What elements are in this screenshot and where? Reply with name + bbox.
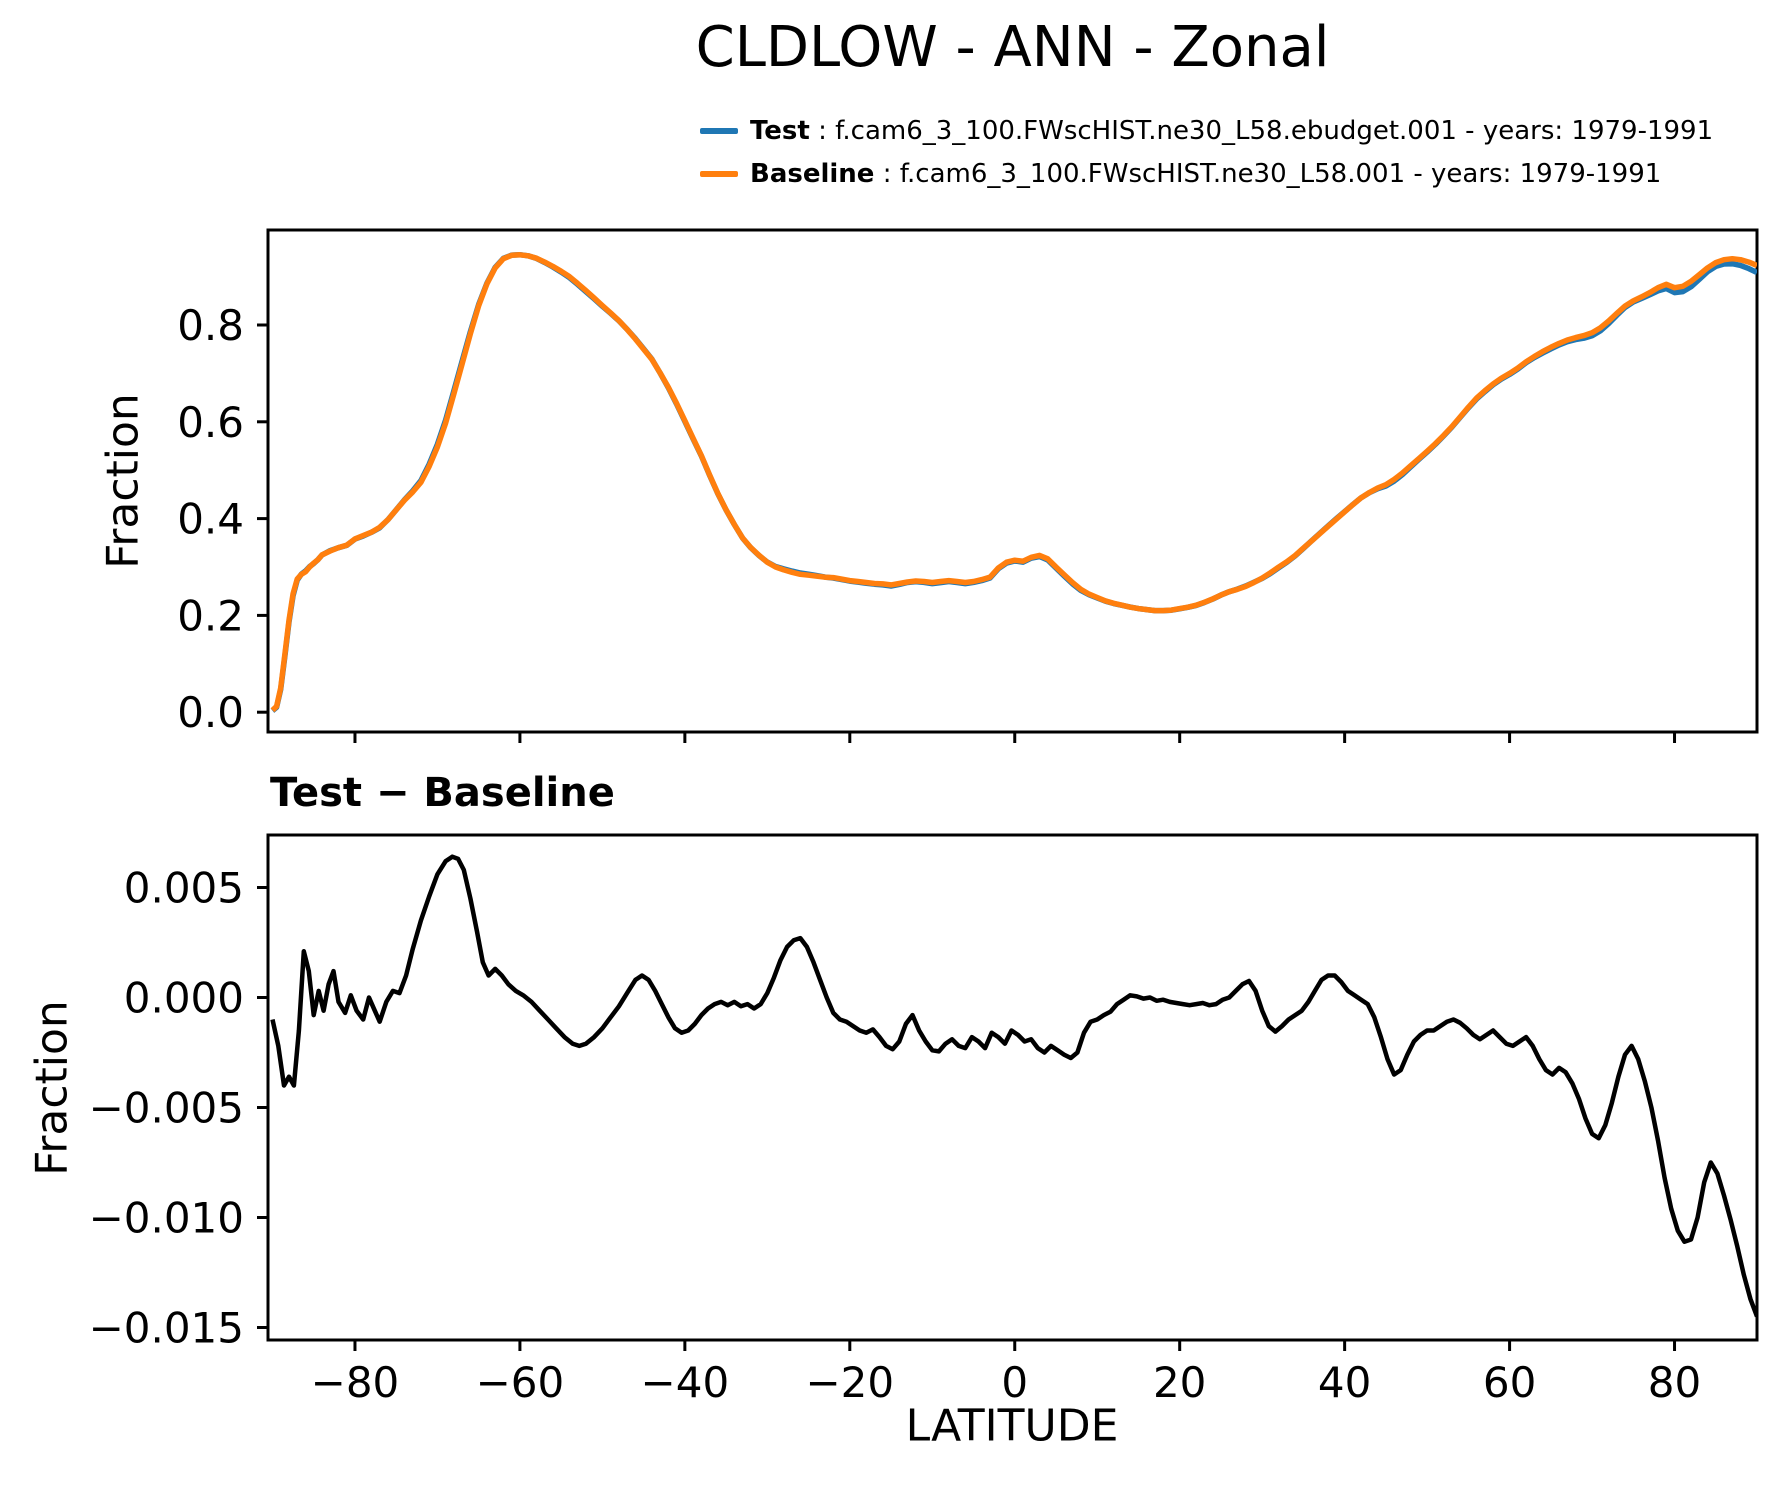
y-tick-label: 0.000 <box>124 974 244 1023</box>
bottom-ylabel: Fraction <box>26 1000 78 1176</box>
y-tick-label: 0.005 <box>124 864 244 913</box>
diff-panel-title: Test − Baseline <box>270 770 615 816</box>
y-tick-label: 0.2 <box>177 591 244 640</box>
y-tick-label: −0.010 <box>89 1194 244 1243</box>
xlabel: LATITUDE <box>905 1400 1119 1452</box>
x-tick-label: −40 <box>641 1358 730 1407</box>
top-panel-frame <box>266 228 1759 734</box>
x-tick-label: −80 <box>311 1358 400 1407</box>
x-tick-label: 40 <box>1318 1358 1371 1407</box>
top-ylabel: Fraction <box>97 393 149 569</box>
y-tick-label: −0.005 <box>89 1084 244 1133</box>
x-tick-label: 20 <box>1153 1358 1206 1407</box>
y-tick-label: 0.6 <box>177 398 244 447</box>
legend-label-baseline: Baseline : f.cam6_3_100.FWscHIST.ne30_L5… <box>750 159 1661 189</box>
test-line-swatch <box>700 128 738 134</box>
x-tick-label: 60 <box>1483 1358 1536 1407</box>
test-line <box>270 251 1757 713</box>
y-tick-label: 0.4 <box>177 495 244 544</box>
x-tick-label: 0 <box>1001 1358 1028 1407</box>
x-tick-label: −60 <box>476 1358 565 1407</box>
legend-item-baseline: Baseline : f.cam6_3_100.FWscHIST.ne30_L5… <box>700 154 1713 194</box>
y-tick-label: 0.0 <box>177 688 244 737</box>
legend-label-baseline-name: Baseline <box>750 159 875 189</box>
baseline-line-swatch <box>700 171 738 177</box>
x-tick-label: 80 <box>1648 1358 1701 1407</box>
legend-label-test-name: Test <box>750 116 810 146</box>
x-tick-label: −20 <box>805 1358 894 1407</box>
diff-line <box>270 854 1757 1318</box>
legend-label-baseline-desc: : f.cam6_3_100.FWscHIST.ne30_L58.001 - y… <box>874 159 1662 189</box>
legend-label-test-desc: : f.cam6_3_100.FWscHIST.ne30_L58.ebudget… <box>809 116 1714 146</box>
y-tick-label: −0.015 <box>89 1304 244 1353</box>
bottom-panel-frame <box>266 833 1759 1342</box>
legend: Test : f.cam6_3_100.FWscHIST.ne30_L58.eb… <box>700 111 1713 197</box>
legend-label-test: Test : f.cam6_3_100.FWscHIST.ne30_L58.eb… <box>750 116 1713 146</box>
chart-title: CLDLOW - ANN - Zonal <box>695 15 1330 80</box>
y-tick-label: 0.8 <box>177 301 244 350</box>
baseline-line <box>270 252 1757 713</box>
legend-item-test: Test : f.cam6_3_100.FWscHIST.ne30_L58.eb… <box>700 111 1713 151</box>
